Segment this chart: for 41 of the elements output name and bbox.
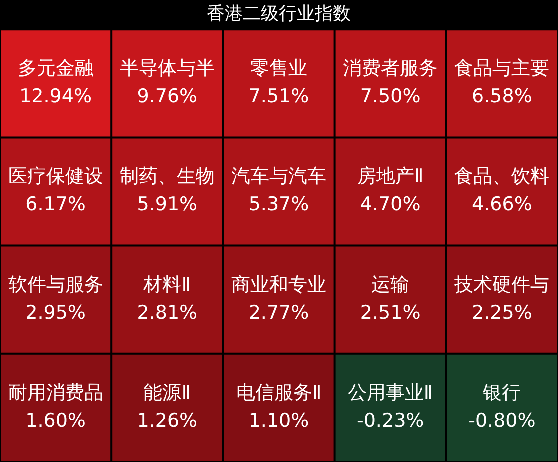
category-label: 电信服务Ⅱ: [236, 382, 322, 404]
data-label: 7.51%: [248, 86, 310, 108]
data-label: 2.81%: [137, 302, 198, 324]
data-label: 1.26%: [137, 410, 198, 432]
data-label: 2.95%: [26, 302, 86, 324]
data-label: -0.23%: [356, 410, 424, 432]
data-label: 2.51%: [360, 302, 421, 324]
category-label: 制药、生物: [120, 166, 215, 188]
category-label: 材料Ⅱ: [142, 274, 192, 296]
data-label: -0.80%: [468, 410, 536, 432]
data-label: 6.17%: [26, 194, 86, 216]
category-label: 医疗保健设: [8, 166, 104, 188]
category-label: 消费者服务: [343, 58, 438, 80]
category-label: 技术硬件与: [454, 274, 550, 296]
category-label: 房地产Ⅱ: [357, 166, 424, 188]
data-label: 4.70%: [360, 194, 421, 216]
category-label: 多元金融: [18, 58, 94, 80]
category-label: 食品、饮料: [454, 166, 550, 188]
data-label: 6.58%: [472, 86, 532, 108]
data-label: 1.60%: [26, 410, 86, 432]
category-label: 能源Ⅱ: [144, 382, 192, 404]
data-label: 9.76%: [137, 86, 198, 108]
category-label: 耐用消费品: [8, 382, 104, 404]
text: 香港二级行业指数: [207, 3, 351, 24]
category-label: 商业和专业: [232, 274, 326, 296]
category-label: 食品与主要: [454, 58, 550, 80]
data-label: 2.77%: [248, 302, 310, 324]
category-label: 运输: [372, 274, 410, 296]
data-label: 12.94%: [20, 86, 92, 108]
data-label: 1.10%: [248, 410, 310, 432]
category-label: 半导体与半: [120, 58, 215, 80]
data-label: 5.91%: [137, 194, 198, 216]
category-label: 公用事业Ⅱ: [348, 382, 434, 404]
data-label: 4.66%: [472, 194, 532, 216]
category-label: 汽车与汽车: [232, 166, 326, 188]
data-label: 2.25%: [472, 302, 532, 324]
category-label: 零售业: [250, 58, 308, 80]
category-label: 软件与服务: [8, 274, 104, 296]
data-label: 5.37%: [248, 194, 310, 216]
category-label: 银行: [482, 382, 522, 404]
data-label: 7.50%: [360, 86, 421, 108]
